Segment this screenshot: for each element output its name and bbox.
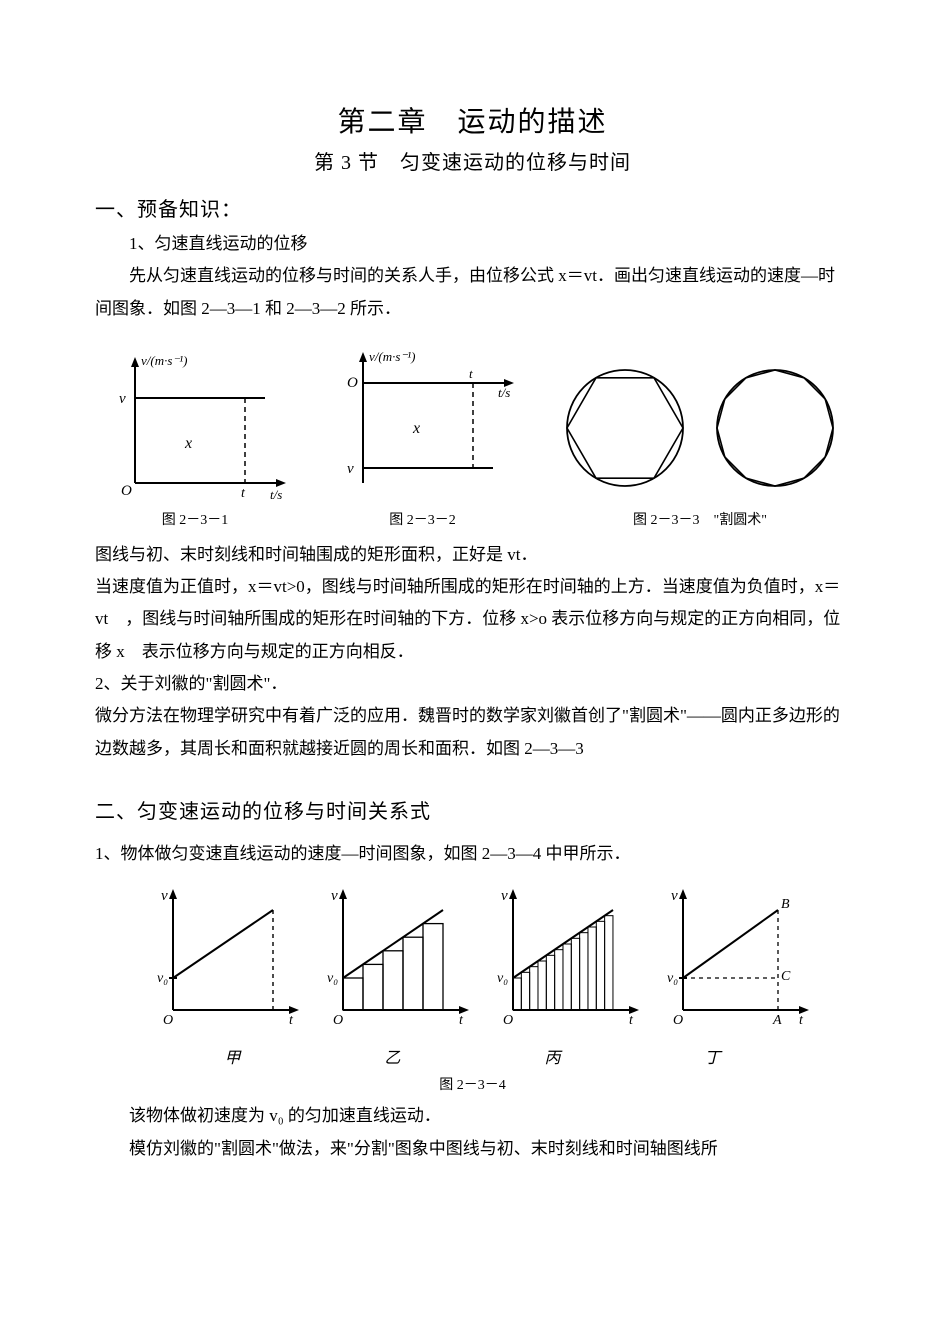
fig4b-v0: v₀	[327, 971, 338, 986]
below-figs-p1: 图线与初、末时刻线和时间轴围成的矩形面积，正好是 vt．	[95, 539, 850, 571]
fig4b-ylabel: v	[331, 888, 338, 904]
fig2-ttick: t	[469, 366, 473, 381]
fig2-svg: v/(m·s⁻¹) x t v O t/s	[323, 343, 523, 503]
fig1-origin: O	[121, 483, 132, 499]
section2-p2: 该物体做初速度为 v₀ 的匀加速直线运动．	[95, 1100, 850, 1132]
fig-2-3-3: 图 2－3－3 "割圆术"	[550, 353, 850, 529]
chapter-title: 第二章 运动的描述	[95, 100, 850, 140]
fig4d-C: C	[781, 969, 791, 984]
section2-p1: 1、物体做匀变速直线运动的速度—时间图象，如图 2—3—4 中甲所示．	[95, 838, 850, 870]
section-title: 第 3 节 匀变速运动的位移与时间	[95, 146, 850, 175]
item1-para: 先从匀速直线运动的位移与时间的关系人手，由位移公式 x＝vt．画出匀速直线运动的…	[95, 260, 850, 325]
fig2-caption: 图 2－3－2	[389, 509, 456, 529]
fig-2-3-2: v/(m·s⁻¹) x t v O t/s 图 2－3－2	[323, 343, 523, 529]
fig4-svg: v v₀ O t v v₀	[133, 880, 813, 1040]
fig2-ylabel: v/(m·s⁻¹)	[369, 349, 416, 364]
fig4a-ylabel: v	[161, 888, 168, 904]
fig4d-ylabel: v	[671, 888, 678, 904]
fig4c-xlabel: t	[629, 1013, 634, 1028]
fig2-area-label: x	[412, 420, 420, 437]
item1-title: 1、匀速直线运动的位移	[95, 228, 850, 260]
fig4a-xlabel: t	[289, 1013, 294, 1028]
fig4d-B: B	[781, 897, 790, 912]
section2-p3: 模仿刘徽的"割圆术"做法，来"分割"图象中图线与初、末时刻线和时间轴图线所	[95, 1133, 850, 1165]
below-figs-p2: 当速度值为正值时，x＝vt>0，图线与时间轴所围成的矩形在时间轴的上方．当速度值…	[95, 571, 850, 668]
fig4-sublabels: 甲 乙 丙 丁	[153, 1044, 793, 1068]
fig4-label-yi: 乙	[384, 1044, 400, 1068]
fig1-xlabel: t/s	[270, 487, 282, 502]
fig4-caption: 图 2－3－4	[439, 1074, 506, 1094]
figure-row-2: v v₀ O t v v₀	[95, 880, 850, 1094]
fig3-svg	[550, 353, 850, 503]
fig4d-A: A	[772, 1013, 782, 1028]
fig4d-xlabel: t	[799, 1013, 804, 1028]
fig4-label-jia: 甲	[224, 1044, 240, 1068]
fig1-ylabel: v/(m·s⁻¹)	[141, 353, 188, 368]
fig1-caption: 图 2－3－1	[162, 509, 229, 529]
section1-heading: 一、预备知识：	[95, 193, 850, 222]
section2-heading: 二、匀变速运动的位移与时间关系式	[95, 795, 850, 824]
fig4-label-ding: 丁	[704, 1044, 720, 1068]
fig4d-origin: O	[673, 1013, 683, 1028]
fig4a-origin: O	[163, 1013, 173, 1028]
fig4c-origin: O	[503, 1013, 513, 1028]
fig4d-v0: v₀	[667, 971, 678, 986]
fig2-vtick: v	[347, 461, 354, 477]
fig3-caption: 图 2－3－3 "割圆术"	[633, 509, 767, 529]
fig-2-3-1: v/(m·s⁻¹) x v t O t/s 图 2－3－1	[95, 343, 295, 529]
fig1-area-label: x	[184, 435, 192, 452]
fig1-svg: v/(m·s⁻¹) x v t O t/s	[95, 343, 295, 503]
fig4b-origin: O	[333, 1013, 343, 1028]
item2-title: 2、关于刘徽的"割圆术"．	[95, 668, 850, 700]
figure-row-1: v/(m·s⁻¹) x v t O t/s 图 2－3－1	[95, 343, 850, 529]
fig4c-ylabel: v	[501, 888, 508, 904]
fig1-vtick: v	[119, 391, 126, 407]
fig2-xlabel: t/s	[498, 385, 510, 400]
fig1-ttick: t	[241, 486, 246, 501]
fig4-label-bing: 丙	[544, 1044, 560, 1068]
page-container: 第二章 运动的描述 第 3 节 匀变速运动的位移与时间 一、预备知识： 1、匀速…	[0, 0, 945, 1337]
item2-para: 微分方法在物理学研究中有着广泛的应用．魏晋时的数学家刘徽首创了"割圆术"——圆内…	[95, 700, 850, 765]
fig2-origin: O	[347, 375, 358, 391]
fig4b-xlabel: t	[459, 1013, 464, 1028]
fig4c-v0: v₀	[497, 971, 508, 986]
fig4a-v0: v₀	[157, 971, 168, 986]
